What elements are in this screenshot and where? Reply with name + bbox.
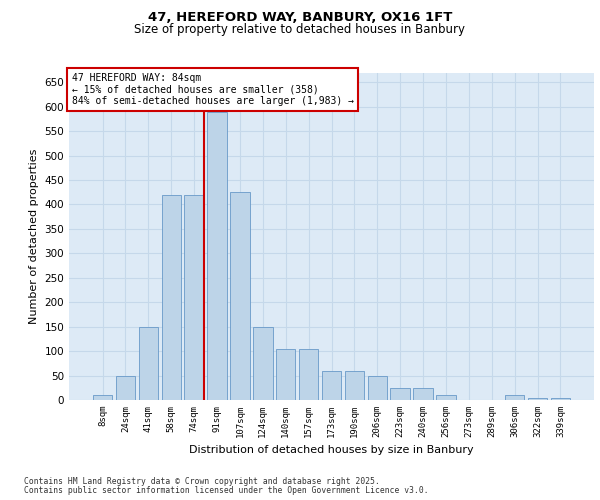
Bar: [253, 326, 272, 400]
Text: Contains HM Land Registry data © Crown copyright and database right 2025.: Contains HM Land Registry data © Crown c…: [24, 477, 380, 486]
Text: 47 HEREFORD WAY: 84sqm
← 15% of detached houses are smaller (358)
84% of semi-de: 47 HEREFORD WAY: 84sqm ← 15% of detached…: [71, 73, 353, 106]
Bar: [368, 376, 387, 400]
Bar: [299, 348, 319, 400]
Bar: [413, 388, 433, 400]
Bar: [344, 370, 364, 400]
Bar: [551, 398, 570, 400]
Bar: [184, 194, 204, 400]
Bar: [208, 112, 227, 400]
Text: 47, HEREFORD WAY, BANBURY, OX16 1FT: 47, HEREFORD WAY, BANBURY, OX16 1FT: [148, 11, 452, 24]
Bar: [116, 376, 135, 400]
Text: Contains public sector information licensed under the Open Government Licence v3: Contains public sector information licen…: [24, 486, 428, 495]
Y-axis label: Number of detached properties: Number of detached properties: [29, 148, 39, 324]
Bar: [161, 194, 181, 400]
Text: Size of property relative to detached houses in Banbury: Size of property relative to detached ho…: [134, 24, 466, 36]
Bar: [322, 370, 341, 400]
Bar: [436, 395, 455, 400]
X-axis label: Distribution of detached houses by size in Banbury: Distribution of detached houses by size …: [189, 446, 474, 456]
Bar: [528, 398, 547, 400]
Bar: [93, 395, 112, 400]
Bar: [276, 348, 295, 400]
Bar: [139, 326, 158, 400]
Bar: [505, 395, 524, 400]
Bar: [230, 192, 250, 400]
Bar: [391, 388, 410, 400]
